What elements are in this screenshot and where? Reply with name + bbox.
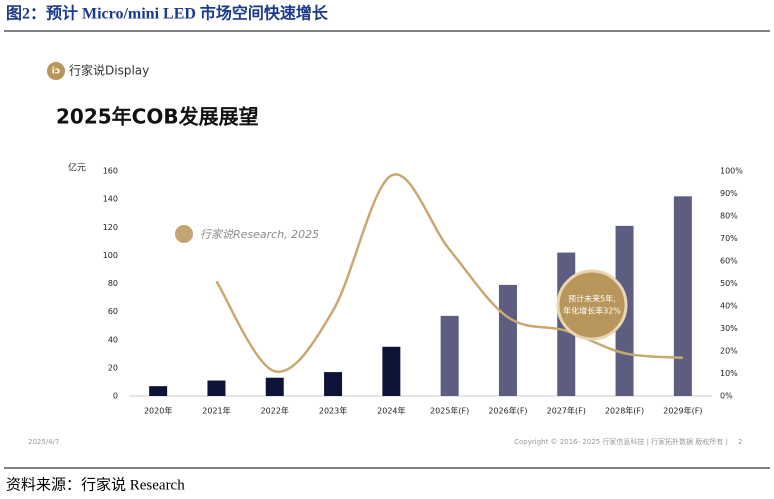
- x-tick-label: 2029年(F): [663, 406, 702, 416]
- watermark: 行家说Research, 2025: [200, 228, 319, 241]
- y2-tick-label: 50%: [720, 279, 738, 288]
- chart-title: 2025年COB发展展望: [56, 105, 259, 129]
- logo-icon: [47, 62, 65, 80]
- x-tick-label: 2024年: [377, 406, 405, 416]
- x-tick-label: 2021年: [202, 406, 230, 416]
- y2-tick-label: 60%: [720, 257, 738, 266]
- x-tick-label: 2025年(F): [430, 406, 469, 416]
- page-number: 2: [738, 438, 742, 446]
- y-tick-label: 120: [103, 223, 118, 232]
- y2-tick-label: 90%: [720, 189, 738, 198]
- x-tick-label: 2023年: [319, 406, 347, 416]
- y2-tick-label: 10%: [720, 369, 738, 378]
- y2-tick-label: 70%: [720, 234, 738, 243]
- annotation: 年化增长率32%: [563, 306, 621, 316]
- y-tick-label: 60: [108, 307, 118, 316]
- plot: 0 20 40 60 80 100 120 140 160 0% 10% 20% 30% 40% 50% 60…: [103, 167, 744, 416]
- y-tick-label: 0: [113, 392, 118, 401]
- y2-tick-label: 0%: [720, 392, 733, 401]
- x-tick-label: 2027年(F): [547, 406, 586, 416]
- figure-title: 图2：预计 Micro/mini LED 市场空间快速增长: [6, 4, 329, 23]
- y-tick-label: 40: [108, 335, 118, 344]
- x-tick-label: 2020年: [144, 406, 172, 416]
- bar: [149, 386, 168, 396]
- x-tick-label: 2028年(F): [605, 406, 644, 416]
- source: 资料来源：行家说 Research: [6, 476, 185, 493]
- watermark-icon: [175, 225, 193, 243]
- y2-tick-label: 80%: [720, 212, 738, 221]
- bar: [673, 196, 692, 396]
- logo-text: 行家说Display: [69, 63, 149, 78]
- y-tick-label: 160: [103, 167, 118, 176]
- x-tick-label: 2026年(F): [488, 406, 527, 416]
- bar: [207, 380, 226, 396]
- y2-tick-label: 40%: [720, 302, 738, 311]
- y2-tick-label: 30%: [720, 324, 738, 333]
- bar: [382, 346, 401, 396]
- bar: [440, 315, 459, 396]
- annotation-bubble: [556, 269, 628, 341]
- y-tick-label: 80: [108, 279, 118, 288]
- y-axis-label: 亿元: [68, 162, 86, 174]
- bar: [265, 377, 284, 396]
- bar: [498, 284, 517, 396]
- y-tick-label: 140: [103, 195, 118, 204]
- y2-tick-label: 100%: [720, 167, 743, 176]
- y2-tick-label: 20%: [720, 347, 738, 356]
- x-tick-label: 2022年: [261, 406, 289, 416]
- bar: [324, 372, 343, 396]
- copyright: Copyright © 2016- 2025 行家信息科技 | 行家拓扑数据 版…: [514, 437, 728, 446]
- y-tick-label: 100: [103, 251, 118, 260]
- logo-glyph: iɔ: [52, 67, 60, 77]
- date: 2025/4/7: [28, 438, 59, 446]
- y-tick-label: 20: [108, 363, 118, 372]
- annotation: 预计未来5年,: [568, 294, 616, 304]
